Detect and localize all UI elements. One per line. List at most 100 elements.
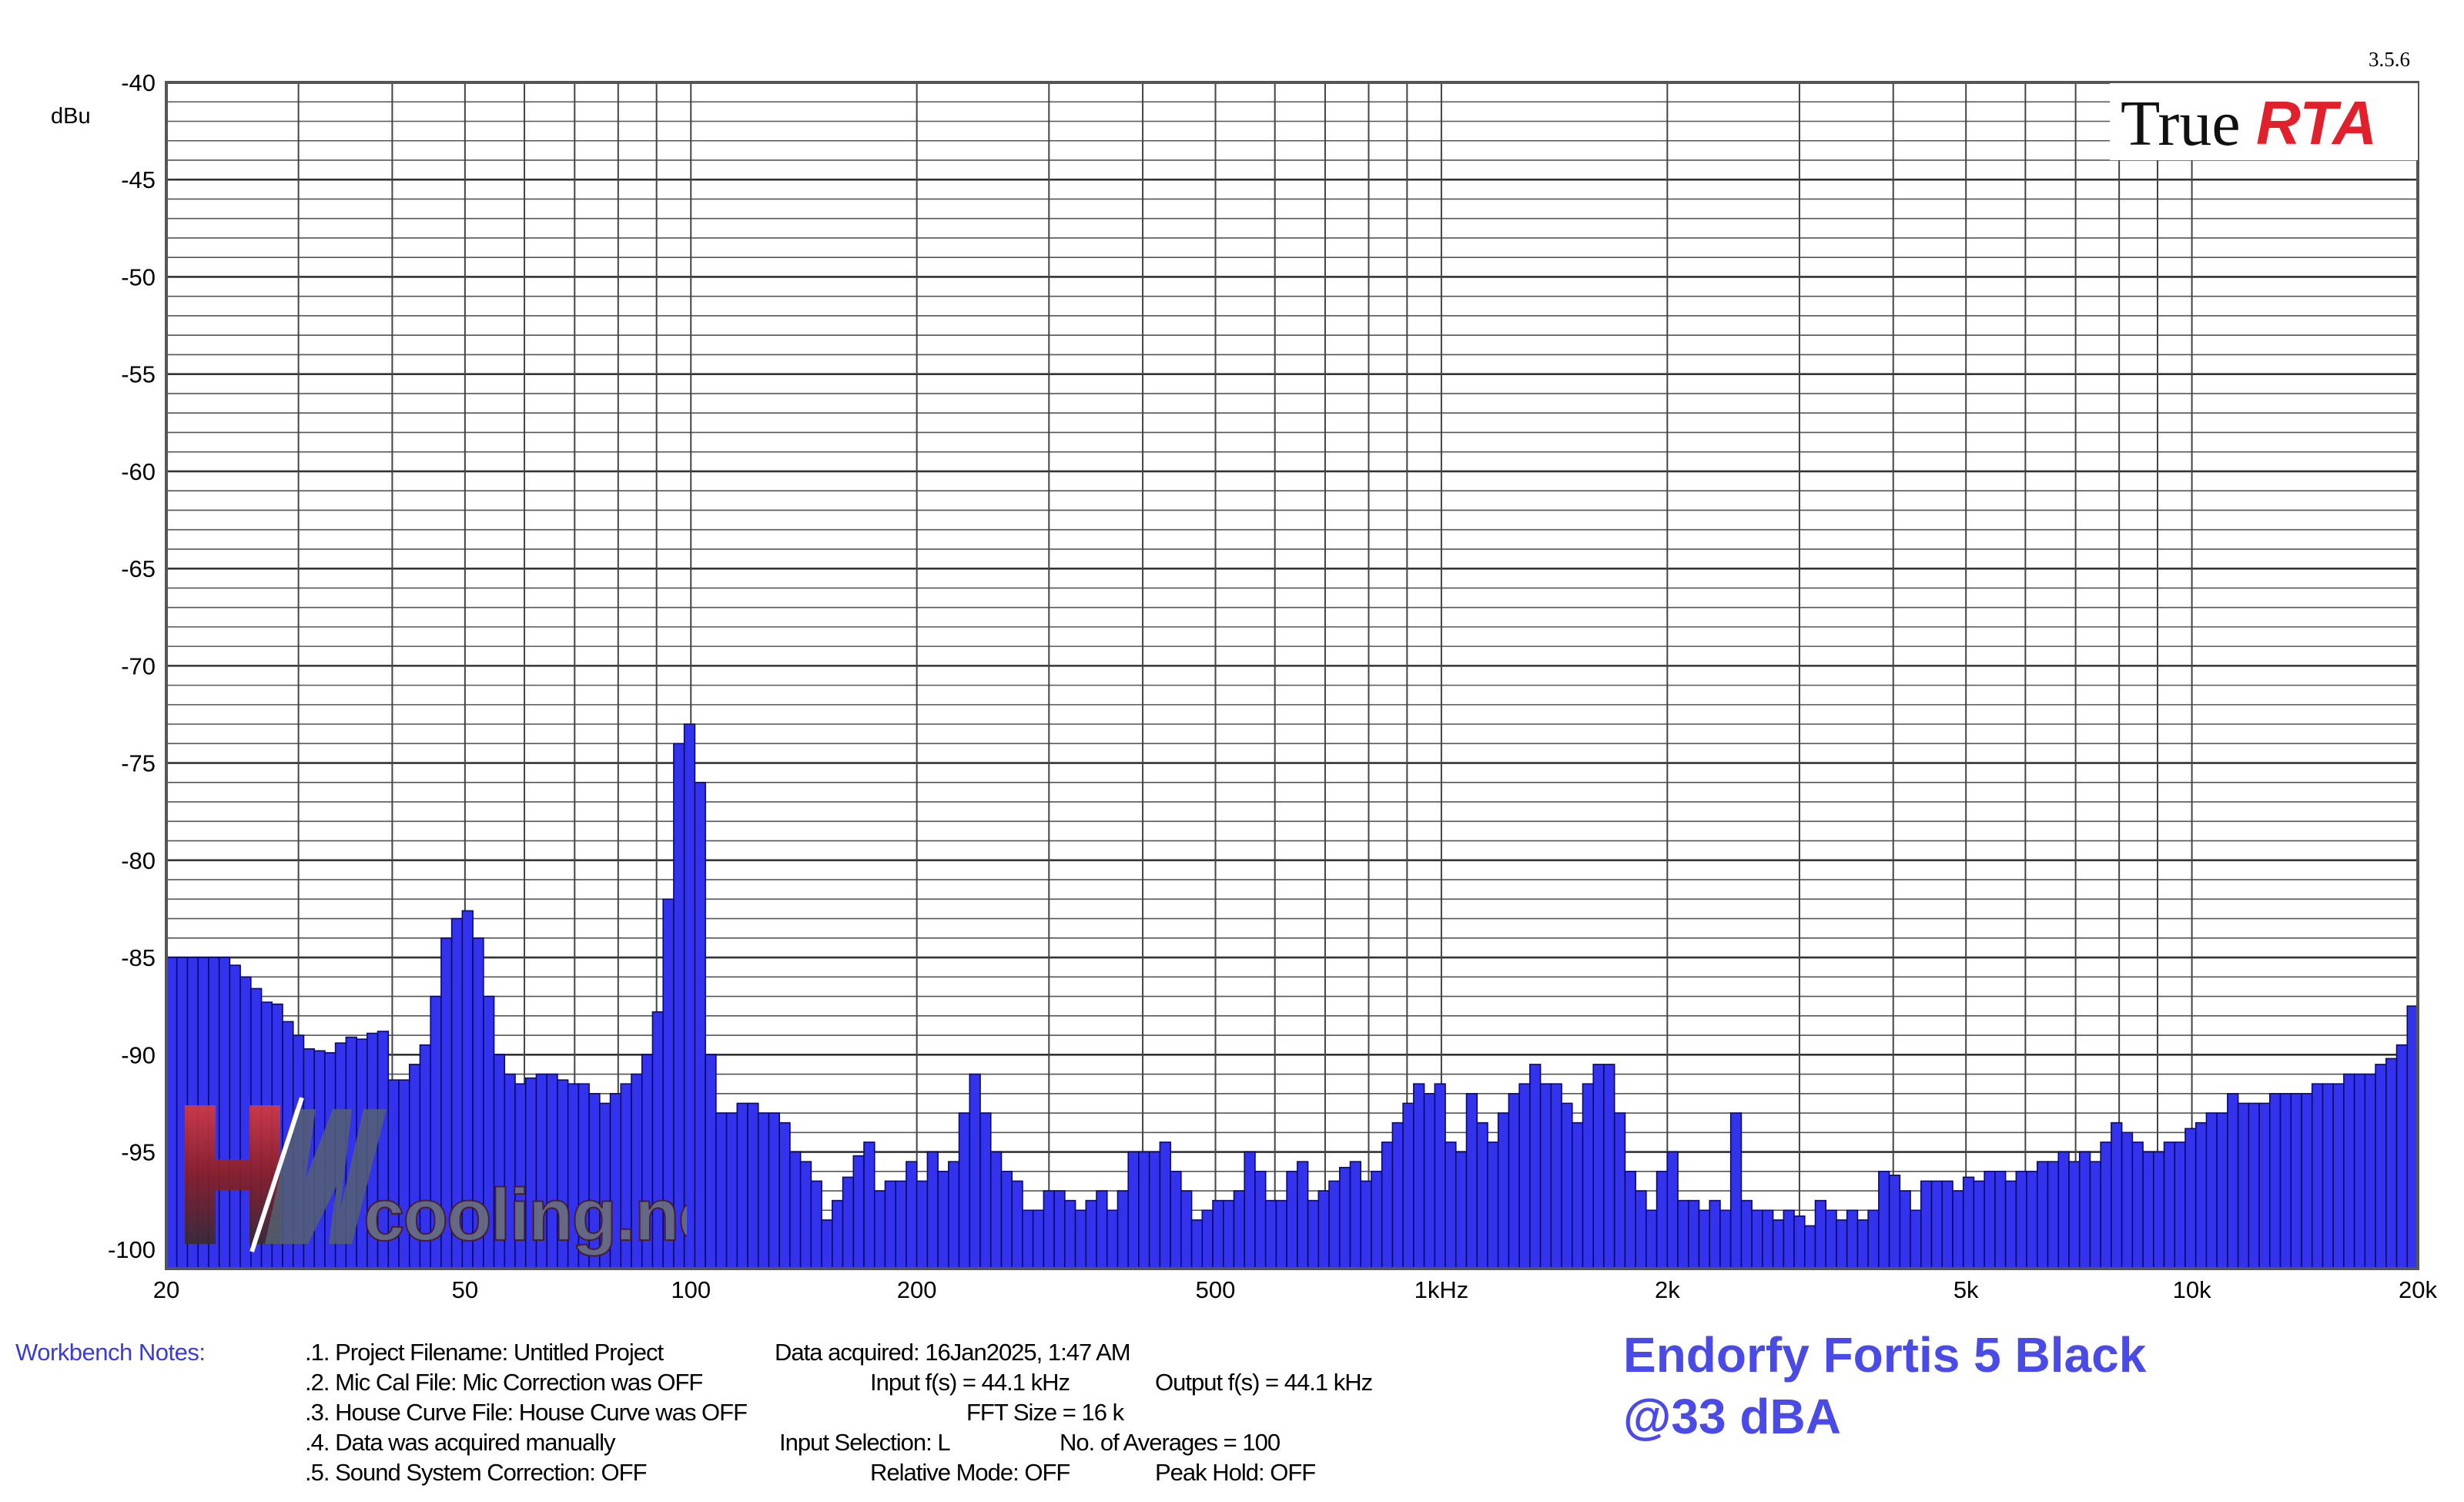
spectrum-bar (2301, 1092, 2313, 1269)
input-fs: Input f(s) = 44.1 kHz (870, 1369, 1070, 1396)
spectrum-bar (2037, 1161, 2049, 1269)
spectrum-bar (1413, 1083, 1425, 1269)
spectrum-bar (1709, 1199, 1721, 1269)
spectrum-bar (1032, 1209, 1045, 1269)
y-tick-labels: -40 -45 -50 -55 -60 -65 -70 -75 -80 -85 -90 -95 -100 (108, 69, 156, 1263)
spectrum-bar (778, 1121, 791, 1269)
y-tick-label: -95 (121, 1139, 156, 1166)
spectrum-bar (1656, 1170, 1669, 1269)
spectrum-bar (2227, 1092, 2239, 1269)
spectrum-bar (2332, 1083, 2345, 1269)
spectrum-bar (1254, 1170, 1267, 1269)
spectrum-bar (2269, 1092, 2282, 1269)
spectrum-bar (1106, 1209, 1119, 1269)
spectrum-bar (1973, 1180, 1985, 1269)
spectrum-bar (2089, 1161, 2101, 1269)
spectrum-bar (852, 1155, 865, 1269)
spectrum-bar (1899, 1190, 1911, 1269)
spectrum-bar (736, 1102, 748, 1269)
spectrum-bar (2163, 1142, 2176, 1269)
spectrum-bar (2174, 1142, 2186, 1269)
svg-text:cooling.net: cooling.net (363, 1174, 687, 1256)
spectrum-bar (2184, 1128, 2197, 1269)
spectrum-bar (1455, 1151, 1468, 1269)
spectrum-bar (789, 1151, 802, 1269)
spectrum-bar (1687, 1199, 1700, 1269)
spectrum-bar (1930, 1180, 1943, 1269)
hwcooling-watermark-logo: cooling.net (185, 1097, 687, 1257)
x-tick-label: 5k (1953, 1276, 1979, 1303)
spectrum-bar (1772, 1219, 1785, 1269)
y-tick-label: -55 (121, 361, 156, 388)
spectrum-bar (725, 1112, 738, 1269)
spectrum-bar (1465, 1092, 1478, 1269)
spectrum-bar (1190, 1219, 1204, 1269)
spectrum-bar (2216, 1112, 2228, 1269)
spectrum-bar (2279, 1092, 2292, 1269)
y-tick-label: -65 (121, 555, 156, 582)
spectrum-bar (1836, 1219, 1848, 1269)
spectrum-bar (873, 1190, 886, 1269)
spectrum-bar (821, 1219, 833, 1269)
spectrum-bar (1952, 1190, 1964, 1269)
spectrum-bar (747, 1102, 759, 1269)
spectrum-bar (1423, 1092, 1436, 1269)
spectrum-bar (2121, 1132, 2134, 1269)
spectrum-bar (1000, 1170, 1013, 1269)
spectrum-bar (1856, 1219, 1869, 1269)
spectrum-bar (2237, 1102, 2250, 1269)
spectrum-bar (166, 957, 178, 1269)
spectrum-bar (1571, 1121, 1584, 1269)
spectrum-bar (1170, 1170, 1182, 1269)
spectrum-bar (1138, 1151, 1150, 1269)
spectrum-bar (757, 1112, 770, 1269)
spectrum-bar (2343, 1073, 2355, 1269)
spectrum-bar (1729, 1112, 1743, 1269)
spectrum-bar (2258, 1102, 2271, 1269)
spectrum-bar (1550, 1083, 1562, 1269)
spectrum-bar (1624, 1170, 1636, 1269)
spectrum-bar (958, 1112, 971, 1269)
spectrum-bar (1920, 1180, 1933, 1269)
truerta-logo: True RTA (2110, 83, 2418, 160)
y-tick-label: -80 (121, 847, 156, 874)
spectrum-bar (1222, 1199, 1235, 1269)
spectrum-bar (1127, 1151, 1140, 1269)
spectrum-bar (1349, 1161, 1362, 1269)
output-fs: Output f(s) = 44.1 kHz (1155, 1369, 1373, 1396)
spectrum-bar (1381, 1142, 1394, 1269)
spectrum-bar (1635, 1190, 1647, 1269)
spectrum-bar (832, 1199, 844, 1269)
spectrum-bar (1846, 1209, 1859, 1269)
spectrum-bar (1751, 1209, 1763, 1269)
spectrum-bar (1783, 1209, 1795, 1269)
spectrum-bar (2364, 1073, 2376, 1269)
spectrum-bar (1360, 1180, 1372, 1269)
spectrum-bar (2057, 1151, 2070, 1269)
spectrum-bar (1613, 1112, 1626, 1269)
headline-level: @33 dBA (1623, 1389, 1841, 1444)
spectrum-bar (2004, 1180, 2017, 1269)
y-axis-unit-label: dBu (51, 104, 91, 129)
spectrum-bar (1275, 1199, 1287, 1269)
spectrum-bar (1022, 1209, 1034, 1269)
spectrum-bar (1497, 1112, 1510, 1269)
spectrum-bar (810, 1180, 822, 1269)
spectrum-bar (937, 1170, 949, 1269)
spectrum-bar (1994, 1170, 2007, 1269)
note-line-5: .5. Sound System Correction: OFF (305, 1459, 648, 1486)
spectrum-bar (1064, 1199, 1076, 1269)
spectrum-bar (2322, 1083, 2334, 1269)
spectrum-bar (1317, 1190, 1330, 1269)
spectrum-bar (1159, 1142, 1171, 1269)
spectrum-bar (1053, 1190, 1066, 1269)
spectrum-bar (1085, 1199, 1097, 1269)
logo-rta-text: RTA (2256, 89, 2378, 157)
spectrum-bar (1592, 1064, 1605, 1269)
headline-device: Endorfy Fortis 5 Black (1623, 1327, 2147, 1383)
spectrum-bar (1941, 1180, 1953, 1269)
spectrum-bar (989, 1151, 1003, 1269)
spectrum-bar (1244, 1151, 1256, 1269)
spectrum-bar (906, 1161, 918, 1269)
spectrum-bar (969, 1073, 981, 1269)
